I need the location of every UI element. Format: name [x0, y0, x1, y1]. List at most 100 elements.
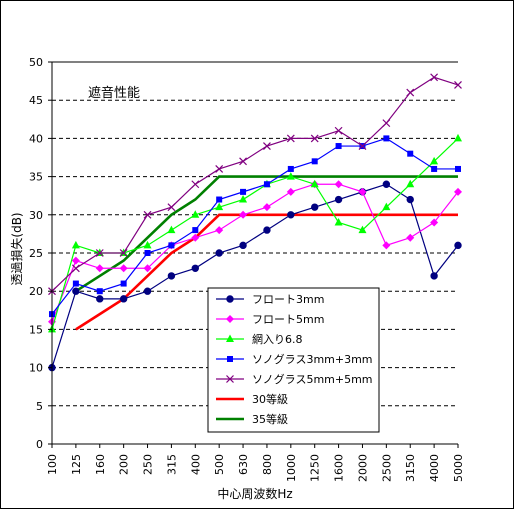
data-point-marker	[119, 295, 128, 303]
legend-entry: 35等級	[216, 412, 288, 426]
y-tick-label: 30	[29, 209, 43, 222]
series-line	[51, 137, 458, 315]
data-point-marker	[263, 181, 270, 188]
data-point-marker	[239, 157, 247, 166]
data-point-marker	[406, 88, 415, 97]
data-point-marker	[310, 179, 319, 188]
data-point-marker	[215, 165, 224, 173]
marker-stroke	[119, 249, 128, 257]
data-point-marker	[192, 227, 199, 234]
data-point-marker	[334, 195, 343, 204]
data-point-marker	[454, 80, 462, 89]
data-point-marker	[119, 264, 128, 273]
series-line	[75, 213, 458, 331]
data-point-marker	[143, 240, 152, 249]
data-point-marker	[71, 240, 80, 249]
data-point-marker	[240, 188, 247, 195]
y-tick-label: 0	[36, 438, 43, 451]
marker-stroke	[358, 142, 367, 150]
marker-stroke	[239, 157, 247, 166]
marker-stroke	[334, 126, 343, 135]
data-point-marker	[167, 272, 176, 280]
data-point-marker	[335, 143, 342, 150]
data-point-marker	[226, 375, 234, 383]
data-point-marker	[263, 142, 271, 150]
data-point-marker	[382, 202, 391, 211]
data-point-marker	[287, 165, 294, 172]
data-point-marker	[119, 249, 128, 257]
marker-stroke	[71, 264, 80, 273]
x-tick-label: 250	[142, 454, 155, 475]
legend-entry: 30等級	[216, 392, 288, 406]
data-point-marker	[120, 280, 127, 287]
legend-label: フロート5mm	[252, 313, 324, 326]
x-tick-label: 125	[70, 454, 83, 475]
data-point-marker	[191, 233, 200, 242]
data-point-marker	[215, 202, 224, 211]
series-line	[51, 183, 459, 368]
y-tick-label: 40	[29, 132, 43, 145]
data-point-marker	[407, 150, 414, 157]
data-point-marker	[191, 180, 200, 189]
legend-label: 35等級	[252, 412, 288, 426]
grade-line-6	[75, 175, 458, 293]
data-point-marker	[430, 272, 438, 280]
data-point-marker	[191, 264, 199, 272]
data-point-marker	[383, 135, 390, 142]
data-point-marker	[406, 179, 415, 188]
data-point-marker	[215, 249, 223, 257]
x-tick-label: 1000	[285, 454, 298, 482]
legend-label: フロート3mm	[252, 293, 324, 306]
data-point-marker	[406, 233, 415, 242]
data-point-marker	[430, 156, 439, 165]
data-point-marker	[358, 187, 367, 196]
data-point-marker	[262, 203, 271, 212]
data-point-marker	[227, 356, 233, 362]
data-point-marker	[226, 315, 234, 323]
data-point-marker	[358, 225, 367, 234]
marker-stroke	[406, 88, 415, 97]
data-point-marker	[216, 196, 223, 203]
data-point-marker	[286, 134, 295, 143]
x-tick-label: 4000	[428, 454, 441, 482]
data-point-marker	[239, 241, 247, 250]
data-point-marker	[168, 242, 175, 249]
data-point-marker	[96, 295, 104, 303]
legend-entry: フロート5mm	[216, 313, 324, 326]
legend-label: 30等級	[252, 392, 288, 406]
x-tick-label: 3150	[404, 454, 417, 482]
marker-stroke	[430, 73, 439, 82]
x-tick-label: 5000	[452, 454, 465, 482]
legend-entry: 網入り6.8	[216, 332, 303, 346]
legend-label: ソノグラス5mm+5mm	[252, 372, 373, 386]
data-point-marker	[143, 287, 152, 295]
x-tick-label: 100	[46, 454, 59, 475]
y-tick-label: 35	[29, 171, 43, 184]
marker-stroke	[310, 134, 319, 143]
marker-stroke	[263, 142, 271, 150]
marker-stroke	[454, 80, 462, 89]
marker-stroke	[215, 165, 224, 173]
data-point-marker	[72, 287, 80, 295]
data-point-marker	[239, 195, 248, 203]
data-point-marker	[287, 211, 295, 219]
y-tick-label: 20	[29, 285, 43, 298]
series-4	[48, 73, 462, 296]
data-point-marker	[382, 119, 391, 128]
data-point-marker	[454, 187, 462, 196]
marker-stroke	[95, 249, 104, 257]
data-point-marker	[286, 187, 295, 196]
y-axis-title: 透過損失(dB)	[9, 212, 24, 285]
x-tick-label: 630	[237, 454, 250, 475]
x-tick-label: 2000	[356, 454, 369, 482]
data-point-marker	[95, 264, 104, 273]
legend-label: 網入り6.8	[252, 332, 303, 346]
data-point-marker	[311, 203, 319, 211]
legend-label: ソノグラス3mm+3mm	[252, 352, 373, 366]
legend-entry: ソノグラス3mm+3mm	[216, 352, 373, 366]
legend-box	[207, 287, 380, 433]
data-point-marker	[455, 165, 461, 172]
marker-stroke	[143, 210, 152, 219]
